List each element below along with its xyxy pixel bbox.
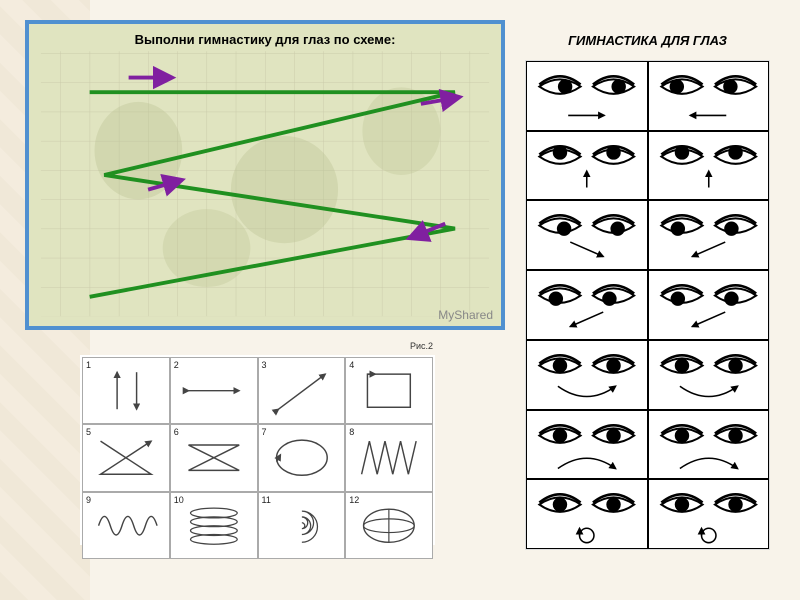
cell-7: 7 [258,424,346,491]
main-zigzag-chart: Выполни гимнастику для глаз по схеме: My… [25,20,505,330]
eye-cell-4-right [648,340,770,410]
eye-cell-2-right [648,200,770,270]
main-title: Выполни гимнастику для глаз по схеме: [29,32,501,47]
eye-cell-3-right [648,270,770,340]
eyes-grid [526,61,769,549]
eye-cell-6-left [526,479,648,549]
eye-cell-5-left [526,410,648,480]
cell-12: 12 [345,492,433,559]
eye-cell-0-left [526,61,648,131]
cell-6: 6 [170,424,258,491]
small-grid-caption: Рис.2 [410,341,433,351]
eye-cell-0-right [648,61,770,131]
cell-3: 3 [258,357,346,424]
cell-10: 10 [170,492,258,559]
cell-5: 5 [82,424,170,491]
eye-cell-1-left [526,131,648,201]
eyes-title: ГИМНАСТИКА ДЛЯ ГЛАЗ [526,33,769,48]
eyes-panel: ГИМНАСТИКА ДЛЯ ГЛАЗ [525,60,770,550]
cell-8: 8 [345,424,433,491]
cell-9: 9 [82,492,170,559]
cell-4: 4 [345,357,433,424]
watermark: MyShared [438,308,493,322]
eye-cell-1-right [648,131,770,201]
small-grid-table: 1 2 3 4 5 6 7 8 9 10 11 [82,357,433,543]
eye-cell-3-left [526,270,648,340]
eye-cell-2-left [526,200,648,270]
eye-cell-4-left [526,340,648,410]
eye-cell-6-right [648,479,770,549]
small-pattern-grid: Рис.2 1 2 3 4 5 6 7 8 9 10 [80,355,435,545]
main-svg [29,24,501,326]
cell-2: 2 [170,357,258,424]
cell-11: 11 [258,492,346,559]
cell-1: 1 [82,357,170,424]
eye-cell-5-right [648,410,770,480]
